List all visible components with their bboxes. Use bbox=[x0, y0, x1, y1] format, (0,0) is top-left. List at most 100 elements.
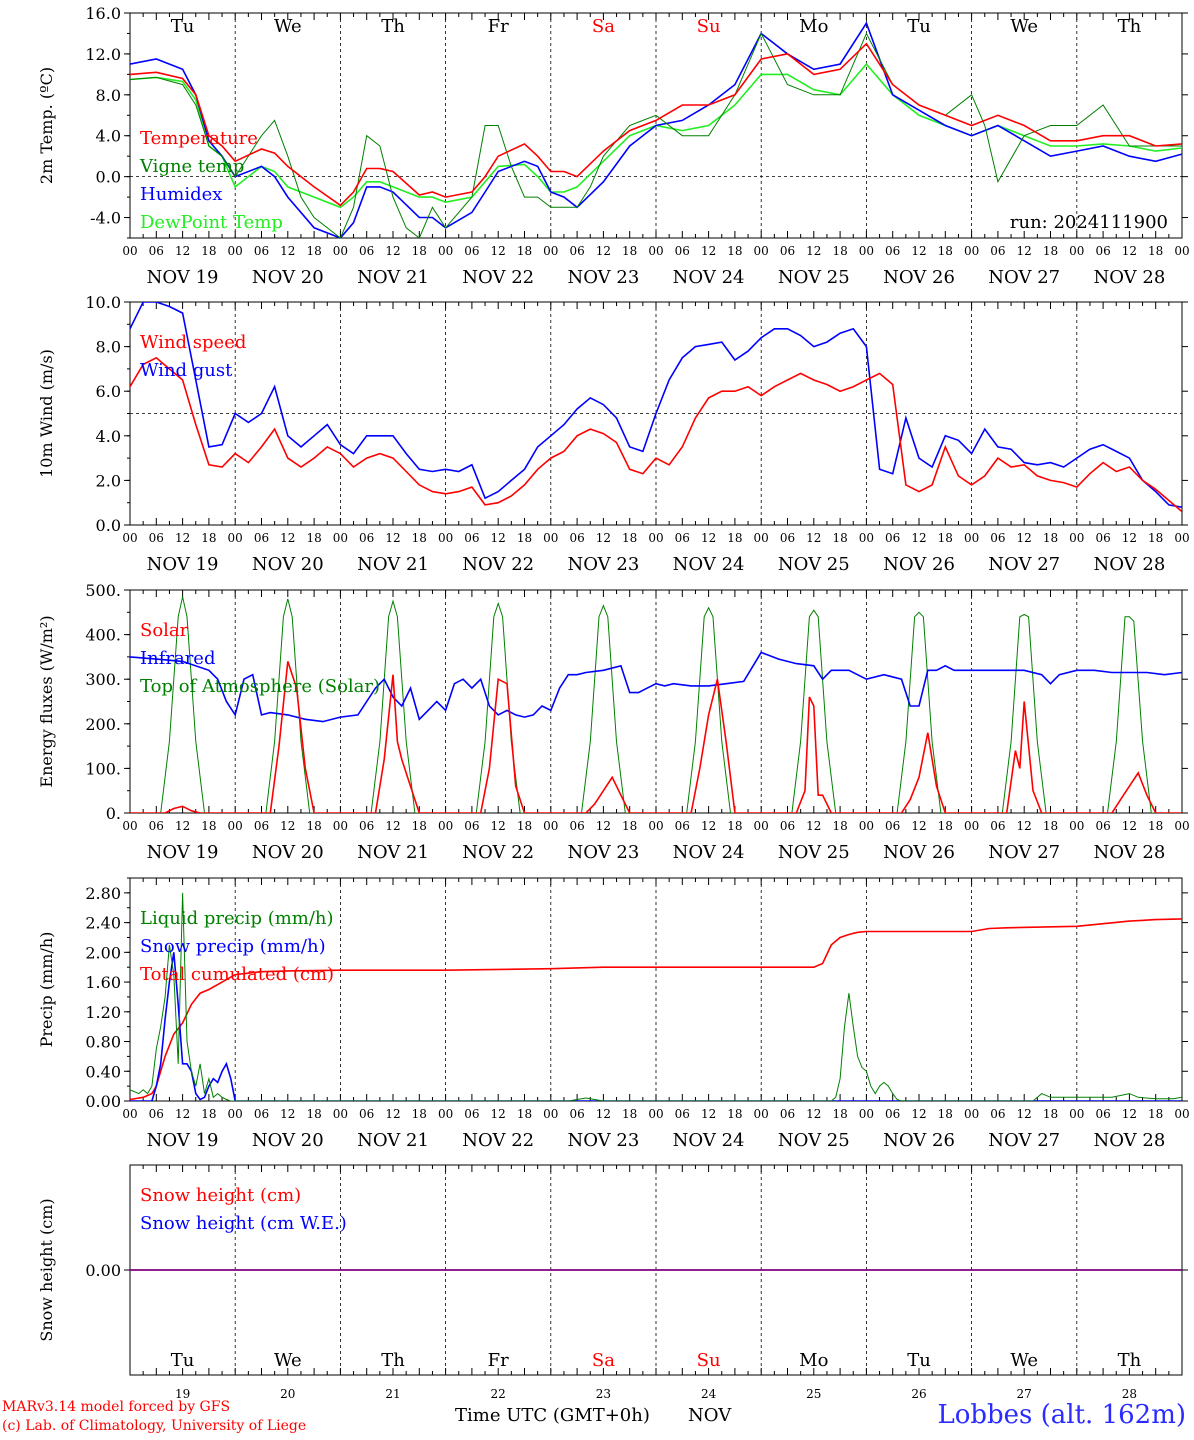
weekday-label: Th bbox=[1118, 1350, 1142, 1371]
date-label: NOV 23 bbox=[567, 842, 639, 863]
y-tick-label: 400. bbox=[85, 626, 121, 645]
hour-label: 00 bbox=[438, 244, 453, 258]
hour-label: 12 bbox=[385, 531, 400, 545]
hour-label: 18 bbox=[938, 531, 953, 545]
hour-label: 06 bbox=[990, 819, 1005, 833]
series-group bbox=[130, 21, 1182, 238]
hour-label: 12 bbox=[491, 531, 506, 545]
panel-2: 0.0 2.0 4.0 6.0 8.0 10.0 10m Wind (m/s) 00 06 12 1… bbox=[37, 293, 1190, 575]
series-line-total-cumulated-cm- bbox=[130, 918, 1182, 1101]
hour-label: 18 bbox=[1148, 819, 1163, 833]
weekday-label: Fr bbox=[488, 1350, 509, 1371]
date-label: NOV 28 bbox=[1093, 1130, 1165, 1151]
y-tick-label: 100. bbox=[85, 759, 121, 778]
hour-label: 00 bbox=[333, 1107, 348, 1121]
y-tick-label: -4.0 bbox=[90, 209, 121, 228]
hour-label: 00 bbox=[754, 244, 769, 258]
hour-label: 00 bbox=[648, 531, 663, 545]
date-label: NOV 19 bbox=[147, 1130, 219, 1151]
hour-label: 12 bbox=[491, 819, 506, 833]
hour-label: 12 bbox=[806, 244, 821, 258]
hour-label: 12 bbox=[175, 1107, 190, 1121]
hour-label: 18 bbox=[412, 244, 427, 258]
hour-label: 06 bbox=[990, 244, 1005, 258]
hour-label: 12 bbox=[491, 244, 506, 258]
weekday-label: Su bbox=[697, 16, 721, 37]
hour-label: 12 bbox=[1122, 531, 1137, 545]
date-label: NOV 23 bbox=[567, 554, 639, 575]
hour-label: 18 bbox=[622, 531, 637, 545]
hour-label: 06 bbox=[149, 244, 164, 258]
day-number-label: 20 bbox=[280, 1387, 295, 1401]
hour-label: 00 bbox=[648, 244, 663, 258]
hour-label: 18 bbox=[306, 244, 321, 258]
y-tick-label: 500. bbox=[85, 581, 121, 600]
hour-label: 12 bbox=[1017, 819, 1032, 833]
legend-entry: Total cumulated (cm) bbox=[140, 964, 334, 985]
hour-label: 12 bbox=[911, 1107, 926, 1121]
hour-label: 12 bbox=[806, 819, 821, 833]
series-line-humidex bbox=[130, 21, 1182, 238]
hour-label: 06 bbox=[675, 819, 690, 833]
hour-label: 12 bbox=[1122, 819, 1137, 833]
hour-label: 00 bbox=[859, 819, 874, 833]
hour-label: 06 bbox=[464, 819, 479, 833]
series-line-top-of-atmosphere-solar- bbox=[130, 596, 1182, 813]
y-tick-label: 0.0 bbox=[96, 516, 121, 535]
hour-label: 12 bbox=[596, 819, 611, 833]
hour-label: 12 bbox=[385, 244, 400, 258]
hour-label: 18 bbox=[622, 819, 637, 833]
hour-label: 18 bbox=[622, 1107, 637, 1121]
run-annotation: run: 2024111900 bbox=[1010, 212, 1168, 233]
y-tick-label: 0. bbox=[106, 804, 121, 823]
hour-label: 00 bbox=[964, 244, 979, 258]
hour-label: 12 bbox=[701, 531, 716, 545]
hour-label: 06 bbox=[464, 531, 479, 545]
hour-label: 06 bbox=[1095, 1107, 1110, 1121]
day-number-label: 23 bbox=[596, 1387, 611, 1401]
hour-label: 06 bbox=[675, 1107, 690, 1121]
weekday-label: Su bbox=[697, 1350, 721, 1371]
month-label: NOV bbox=[688, 1405, 732, 1426]
date-label: NOV 21 bbox=[357, 554, 429, 575]
x-axis-label: Time UTC (GMT+0h) bbox=[455, 1405, 650, 1426]
y-axis-label: Snow height (cm) bbox=[37, 1198, 56, 1341]
hour-label: 00 bbox=[333, 244, 348, 258]
date-label: NOV 20 bbox=[252, 842, 324, 863]
hour-label: 06 bbox=[990, 531, 1005, 545]
date-label: NOV 24 bbox=[673, 842, 745, 863]
weekday-label: Tu bbox=[907, 16, 931, 37]
legend-entry: Liquid precip (mm/h) bbox=[140, 908, 334, 929]
date-label: NOV 20 bbox=[252, 1130, 324, 1151]
date-label: NOV 27 bbox=[988, 842, 1060, 863]
date-label: NOV 28 bbox=[1093, 554, 1165, 575]
hour-label: 00 bbox=[1069, 819, 1084, 833]
date-label: NOV 22 bbox=[462, 267, 534, 288]
hour-label: 06 bbox=[359, 819, 374, 833]
hour-label: 18 bbox=[412, 819, 427, 833]
day-number-label: 25 bbox=[806, 1387, 821, 1401]
y-axis-label: 10m Wind (m/s) bbox=[37, 349, 56, 478]
hour-label: 06 bbox=[990, 1107, 1005, 1121]
hour-label: 06 bbox=[1095, 531, 1110, 545]
hour-label: 12 bbox=[175, 819, 190, 833]
y-axis-label: Precip (mm/h) bbox=[37, 932, 56, 1048]
hour-label: 12 bbox=[806, 531, 821, 545]
hour-label: 06 bbox=[359, 244, 374, 258]
hour-label: 12 bbox=[385, 1107, 400, 1121]
hour-label: 00 bbox=[964, 531, 979, 545]
hour-label: 00 bbox=[438, 1107, 453, 1121]
y-tick-label: 0.80 bbox=[85, 1033, 121, 1052]
y-tick-label: 10.0 bbox=[85, 293, 121, 312]
hour-label: 12 bbox=[596, 531, 611, 545]
weekday-label: Th bbox=[1118, 16, 1142, 37]
date-label: NOV 21 bbox=[357, 1130, 429, 1151]
date-label: NOV 25 bbox=[778, 267, 850, 288]
hour-label: 12 bbox=[911, 531, 926, 545]
hour-label: 00 bbox=[122, 819, 137, 833]
hour-label: 00 bbox=[1174, 1107, 1189, 1121]
hour-label: 06 bbox=[464, 244, 479, 258]
hour-label: 00 bbox=[754, 819, 769, 833]
hour-label: 18 bbox=[306, 1107, 321, 1121]
hour-label: 00 bbox=[1069, 1107, 1084, 1121]
